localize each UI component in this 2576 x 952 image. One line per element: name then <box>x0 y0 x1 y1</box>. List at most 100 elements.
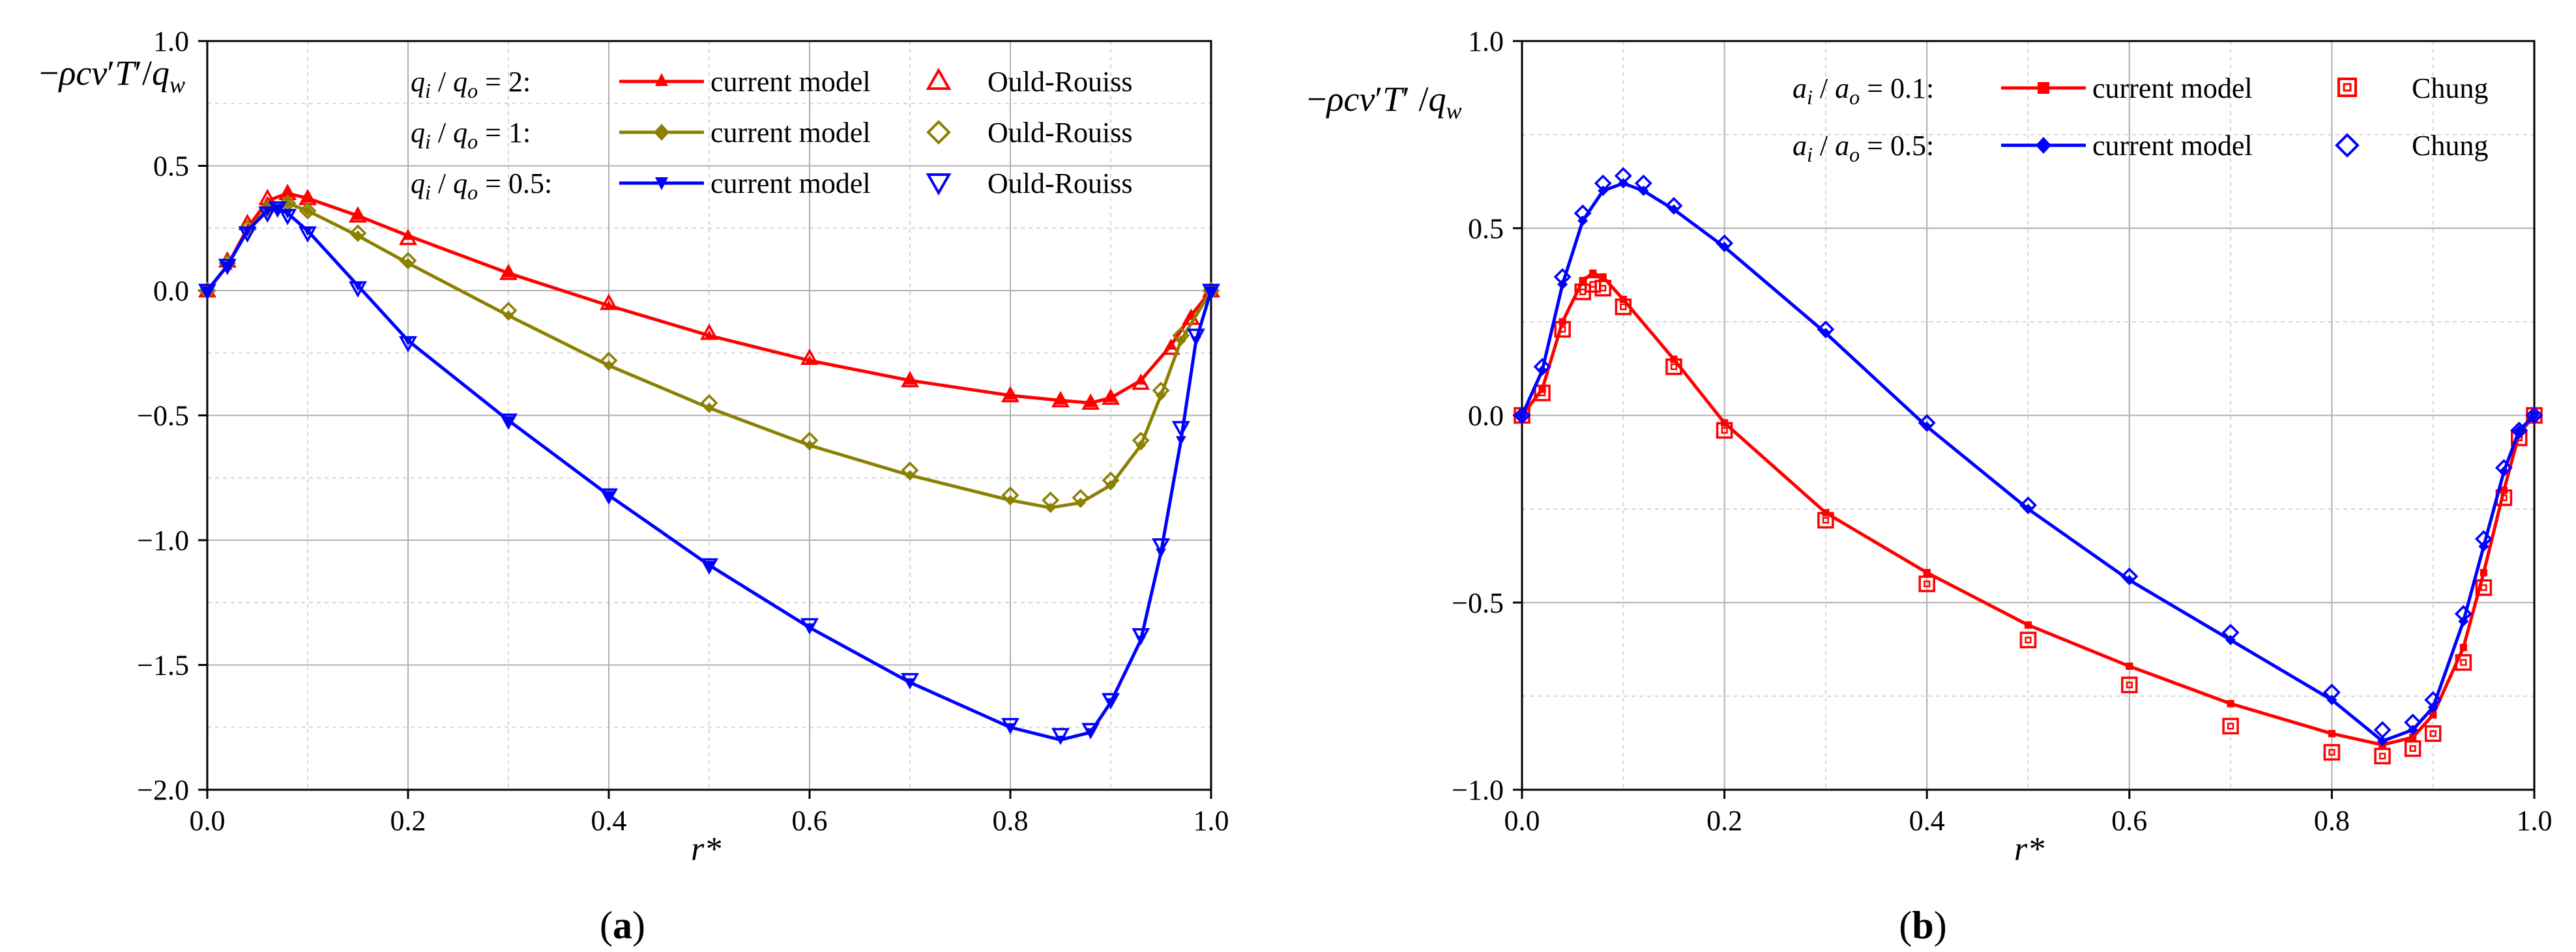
data-point-b-2 <box>1517 410 1527 421</box>
data-point-b-1-inner <box>2480 584 2487 591</box>
data-point-b-1 <box>2019 631 2037 648</box>
x-tick-label-b: 0.0 <box>1504 805 1540 837</box>
data-point-a-5 <box>1081 723 1100 740</box>
data-point-b-0 <box>1538 385 1546 393</box>
x-tick-label-b: 0.6 <box>2111 805 2147 837</box>
data-point-a-3 <box>1172 326 1190 345</box>
data-point-b-1-inner <box>2429 730 2437 737</box>
series-b-2 <box>1517 178 2539 747</box>
x-axis-title-a: r* <box>691 831 721 868</box>
data-point-a-2 <box>503 310 514 321</box>
legend-b-ref-2: Chung <box>2412 130 2488 162</box>
data-point-b-1-inner <box>2227 723 2234 730</box>
data-point-a-2 <box>1135 440 1147 451</box>
data-point-b-1-inner <box>2126 682 2133 689</box>
data-point-a-0 <box>1055 395 1066 405</box>
data-point-b-1 <box>2323 743 2341 761</box>
data-point-b-1-inner <box>1721 427 1728 434</box>
panel-caption-b: (b) <box>1899 904 1946 947</box>
data-point-a-4 <box>1206 286 1216 296</box>
data-point-a-4 <box>403 336 413 346</box>
data-point-b-3 <box>2474 530 2493 548</box>
data-point-b-1 <box>1594 280 1611 296</box>
data-point-a-1 <box>1132 373 1150 390</box>
data-point-a-3 <box>700 394 718 412</box>
data-point-a-1 <box>901 371 919 388</box>
data-point-b-3 <box>2454 605 2472 623</box>
x-tick-label-a: 0.4 <box>591 805 627 837</box>
data-point-b-1 <box>1665 358 1682 375</box>
data-point-a-1 <box>1001 386 1019 403</box>
data-point-b-0 <box>2328 730 2335 738</box>
data-point-a-0 <box>604 300 614 310</box>
data-point-a-0 <box>282 188 293 198</box>
data-point-b-3 <box>1594 174 1612 192</box>
chart-panel-a: 0.0 0.2 0.4 0.6 0.8 1.0 1.0 0.5 0.0 −0.5 −1.0 −1.5 −… <box>39 25 1229 947</box>
x-tick-label-a: 0.8 <box>993 805 1029 837</box>
data-point-b-1-inner <box>1924 580 1931 588</box>
data-point-b-2 <box>1922 421 1933 432</box>
data-point-b-1 <box>1615 298 1632 315</box>
data-point-b-1-inner <box>1559 326 1566 333</box>
plot-area-a: 0.0 0.2 0.4 0.6 0.8 1.0 1.0 0.5 0.0 −0.5 −1.0 −1.5 −… <box>137 25 1229 837</box>
series-a-0 <box>202 188 1216 407</box>
data-point-b-3 <box>1665 197 1683 215</box>
data-point-b-3 <box>2322 684 2341 702</box>
data-point-b-3 <box>1513 407 1531 424</box>
legend-a-marker-1 <box>655 73 668 86</box>
legend-b-marker-1 <box>2038 82 2049 94</box>
data-point-b-2 <box>1820 328 1831 339</box>
data-point-a-0 <box>1085 397 1096 407</box>
data-point-b-0 <box>2024 621 2032 629</box>
y-tick-label-a: −2.0 <box>137 774 189 806</box>
legend-b-ref-marker-2 <box>2335 133 2360 158</box>
data-point-b-3 <box>2424 691 2442 709</box>
data-point-b-3 <box>2373 721 2392 739</box>
legend-a-marker-2 <box>654 124 669 141</box>
data-point-b-3 <box>2495 459 2513 477</box>
x-tick-label-b: 0.4 <box>1909 805 1945 837</box>
data-point-a-1 <box>600 293 618 310</box>
data-point-a-5 <box>218 259 237 276</box>
y-tick-label-a: −1.5 <box>137 650 189 682</box>
data-point-b-0 <box>2429 711 2437 719</box>
x-tick-label-a: 0.2 <box>390 805 426 837</box>
data-point-b-1 <box>2424 725 2442 742</box>
legend-a-ref-marker-2 <box>926 120 951 145</box>
y-axis-title-a: −ρcv′T′/qw <box>39 53 185 98</box>
data-point-b-3 <box>1817 320 1835 338</box>
data-point-a-2 <box>1005 495 1016 506</box>
data-point-a-2 <box>704 403 714 414</box>
data-point-a-4 <box>242 226 253 237</box>
data-point-a-1 <box>1162 338 1180 355</box>
data-point-a-1 <box>499 263 518 280</box>
data-point-b-2 <box>2124 575 2135 586</box>
y-tick-label-a: 1.0 <box>153 25 189 57</box>
data-point-b-3 <box>2510 422 2528 439</box>
legend-b-model-1: current model <box>2092 72 2253 104</box>
data-point-a-5 <box>278 209 297 225</box>
y-tick-label-b: 1.0 <box>1468 25 1504 57</box>
data-point-a-4 <box>604 491 614 501</box>
data-point-a-5 <box>901 672 919 690</box>
data-point-b-0 <box>1599 273 1607 281</box>
y-tick-label-b: 0.0 <box>1468 400 1504 432</box>
legend-b-condition-2: ai / ao = 0.5: <box>1793 130 1934 166</box>
data-point-a-3 <box>600 351 618 369</box>
data-point-b-1-inner <box>2460 659 2467 666</box>
data-point-b-2 <box>1719 241 1730 252</box>
data-point-b-1 <box>2404 740 2422 757</box>
data-point-b-1 <box>2121 676 2138 693</box>
data-point-a-3 <box>1001 486 1019 504</box>
data-point-a-5 <box>1152 538 1170 555</box>
data-point-a-5 <box>1202 283 1220 300</box>
data-point-a-3 <box>800 431 819 450</box>
x-tick-label-b: 0.2 <box>1706 805 1742 837</box>
legend-b-model-2: current model <box>2092 130 2253 162</box>
data-point-b-3 <box>1614 167 1632 185</box>
data-point-a-2 <box>302 205 313 216</box>
data-point-a-5 <box>1102 693 1120 710</box>
data-point-a-5 <box>258 206 277 223</box>
data-point-b-1 <box>1554 321 1571 338</box>
y-tick-label-b: −1.0 <box>1452 774 1504 806</box>
